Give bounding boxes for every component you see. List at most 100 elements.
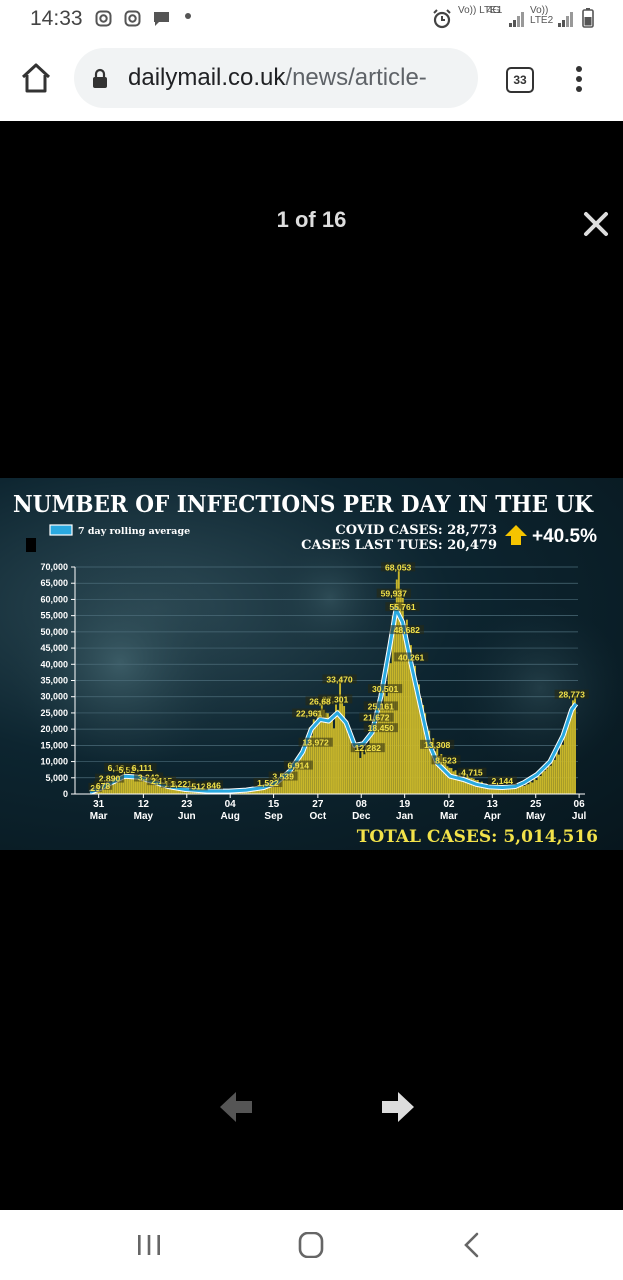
daily-bar bbox=[160, 786, 163, 794]
daily-bar bbox=[559, 741, 562, 794]
next-arrow-icon[interactable] bbox=[380, 1090, 416, 1124]
daily-bar bbox=[282, 778, 285, 794]
daily-bar bbox=[444, 762, 447, 794]
data-label: 846 bbox=[207, 780, 222, 790]
daily-bar bbox=[509, 788, 512, 794]
data-label: 6,111 bbox=[132, 763, 153, 773]
daily-bar bbox=[529, 781, 532, 794]
daily-bar bbox=[448, 767, 451, 794]
daily-bar bbox=[258, 789, 261, 794]
total-cases: TOTAL CASES: 5,014,516 bbox=[357, 827, 598, 847]
daily-bar bbox=[432, 738, 435, 794]
x-tick-month: Apr bbox=[484, 811, 501, 822]
daily-bar bbox=[561, 744, 564, 794]
daily-bar bbox=[466, 776, 469, 794]
daily-bar bbox=[440, 754, 443, 794]
data-label: 3,539 bbox=[272, 772, 294, 782]
sim2-label: Vo)) LTE2 bbox=[530, 5, 554, 26]
daily-bar bbox=[314, 726, 317, 794]
chat-icon bbox=[154, 12, 169, 26]
daily-bar bbox=[158, 784, 161, 794]
daily-bar bbox=[397, 570, 400, 794]
data-label-bg bbox=[322, 674, 357, 684]
dark-marker bbox=[26, 538, 36, 552]
x-tick-day: 02 bbox=[443, 799, 455, 810]
daily-bar bbox=[416, 687, 418, 794]
daily-bar bbox=[302, 749, 305, 794]
address-bar[interactable]: dailymail.co.uk/news/article- bbox=[74, 48, 478, 108]
daily-bar bbox=[322, 709, 325, 794]
signal-icon bbox=[558, 12, 573, 27]
lock-icon bbox=[93, 68, 107, 88]
x-tick-day: 25 bbox=[530, 799, 542, 810]
data-label: 13,972 bbox=[303, 738, 330, 748]
data-label-bg bbox=[359, 712, 394, 722]
dot-icon bbox=[185, 13, 191, 19]
daily-bar bbox=[414, 665, 416, 794]
daily-bar bbox=[292, 770, 295, 794]
data-labels: 68,053 59,937 55,761 48,682 40,261 33,470 30,5… bbox=[88, 562, 589, 793]
legend-swatch bbox=[49, 524, 73, 536]
x-axis: 31Mar12May23Jun04Aug15Sep27Oct08Dec19Jan… bbox=[75, 793, 587, 822]
daily-bar bbox=[572, 700, 574, 794]
covid-cases-stat: COVID CASES: 28,773 bbox=[335, 523, 497, 538]
daily-bar bbox=[377, 720, 380, 794]
daily-bar bbox=[549, 765, 552, 794]
daily-bar bbox=[470, 777, 473, 794]
daily-bar bbox=[553, 759, 556, 794]
data-label-bg bbox=[420, 739, 455, 749]
x-tick-day: 04 bbox=[225, 799, 237, 810]
daily-bar bbox=[126, 774, 129, 794]
daily-bar bbox=[138, 779, 141, 794]
back-icon[interactable] bbox=[458, 1232, 488, 1258]
daily-bar bbox=[254, 789, 256, 794]
status-bar: 14:33 Vo)) LTE1 4G Vo)) LTE2 bbox=[0, 0, 623, 38]
data-label-bg bbox=[95, 773, 125, 783]
daily-bar bbox=[359, 757, 362, 794]
daily-bar bbox=[146, 781, 149, 794]
daily-bar bbox=[407, 657, 410, 794]
daily-bar bbox=[533, 778, 536, 794]
data-label: 33,470 bbox=[326, 674, 353, 684]
daily-bar bbox=[266, 786, 269, 794]
home-icon[interactable] bbox=[20, 62, 52, 94]
daily-bar bbox=[175, 788, 177, 794]
daily-bar bbox=[333, 728, 335, 794]
daily-bar bbox=[401, 597, 404, 794]
data-label-bg bbox=[363, 723, 398, 733]
daily-bar bbox=[505, 787, 508, 794]
daily-bar bbox=[458, 772, 461, 794]
daily-bar bbox=[499, 786, 502, 794]
daily-bar bbox=[324, 712, 327, 794]
alarm-icon bbox=[433, 9, 451, 29]
y-tick-label: 15,000 bbox=[40, 740, 68, 750]
daily-bar bbox=[353, 741, 356, 794]
data-label-bg bbox=[268, 771, 298, 781]
daily-bar bbox=[179, 789, 182, 794]
gallery-image: NUMBER OF INFECTIONS PER DAY IN THE UK 7… bbox=[0, 478, 623, 850]
y-tick-label: 45,000 bbox=[40, 643, 68, 653]
daily-bar bbox=[565, 727, 568, 794]
daily-bar bbox=[527, 784, 530, 794]
home-button-icon[interactable] bbox=[296, 1232, 326, 1258]
daily-bar bbox=[393, 603, 396, 794]
daily-bar bbox=[426, 726, 429, 794]
daily-bar bbox=[168, 787, 171, 794]
recent-apps-icon[interactable] bbox=[134, 1232, 164, 1258]
tab-switcher-button[interactable]: 33 bbox=[506, 67, 534, 93]
x-tick-month: Mar bbox=[440, 811, 458, 822]
data-label: 1,221 bbox=[170, 779, 192, 789]
daily-bar bbox=[118, 777, 121, 794]
data-label: 13,308 bbox=[424, 740, 451, 750]
daily-bar bbox=[403, 628, 406, 794]
data-label: 18,450 bbox=[368, 723, 395, 733]
more-menu-icon[interactable] bbox=[576, 66, 584, 94]
daily-bar bbox=[503, 786, 506, 794]
daily-bar bbox=[156, 785, 159, 794]
close-icon[interactable] bbox=[582, 210, 610, 238]
daily-bar bbox=[154, 783, 157, 794]
daily-bar bbox=[150, 782, 153, 794]
daily-bar bbox=[513, 787, 516, 794]
previous-arrow-icon[interactable] bbox=[218, 1090, 254, 1124]
url-path: /news/article- bbox=[285, 64, 427, 91]
